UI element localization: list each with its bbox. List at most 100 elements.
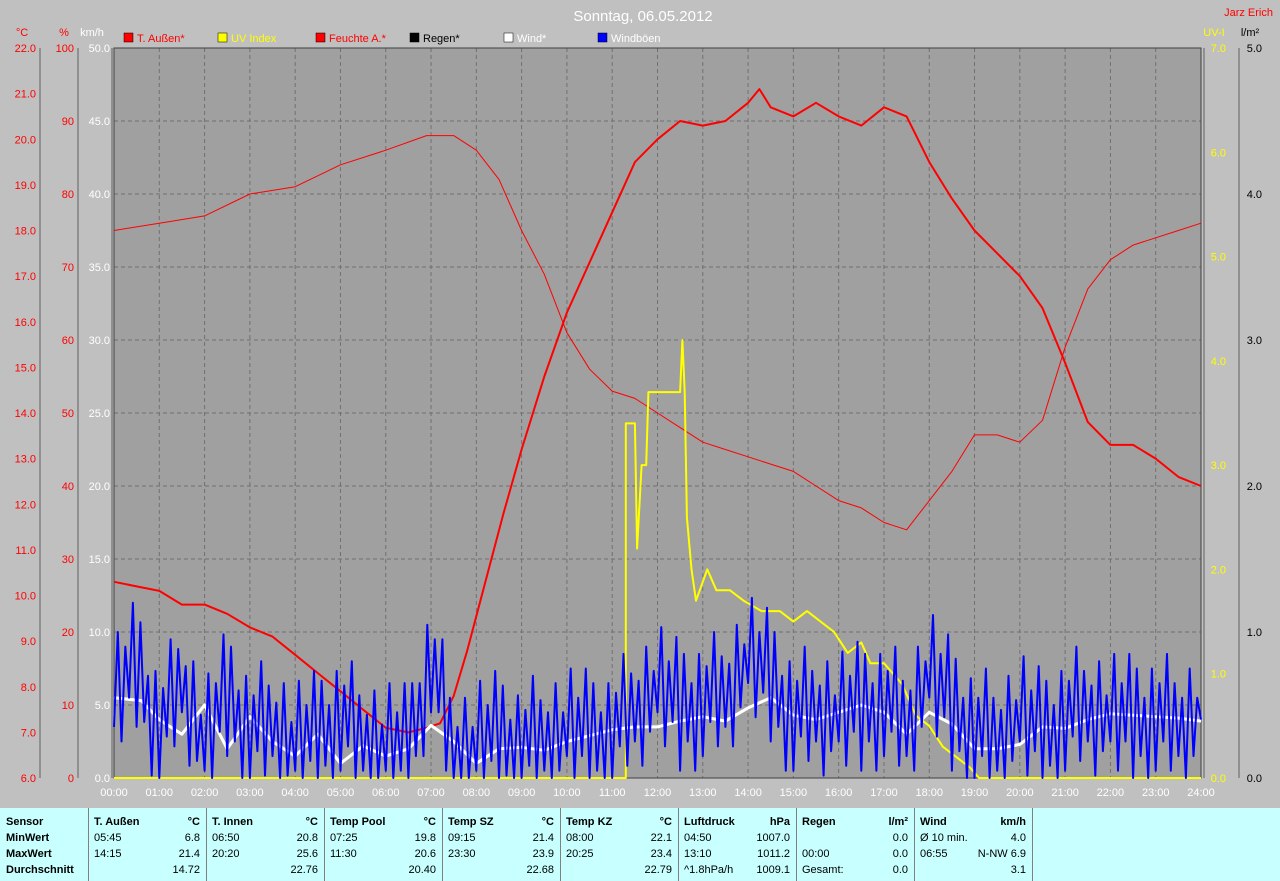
temp-tick-label: 22.0 — [15, 43, 36, 55]
x-tick-label: 18:00 — [915, 787, 943, 799]
stats-unit: °C — [305, 816, 318, 828]
rain-tick-label: 4.0 — [1247, 189, 1262, 201]
stats-unit: °C — [541, 816, 554, 828]
legend-swatch — [597, 32, 608, 43]
wind-tick-label: 30.0 — [89, 335, 110, 347]
uv-tick-label: 7.0 — [1211, 43, 1226, 55]
stats-value: 1009.1 — [756, 864, 790, 876]
stats-separator — [560, 808, 561, 881]
stats-time: 14:15 — [94, 848, 122, 860]
axes: 00:00 01:00 02:00 03:00 04:00 05:00 06:00 07:00… — [15, 27, 1262, 799]
hum-axis-unit: % — [59, 27, 69, 39]
x-tick-label: 09:00 — [508, 787, 536, 799]
stats-column: Luftdruck hPa 04:50 1007.0 13:10 1011.2 ^1.8hP… — [684, 808, 790, 881]
temp-tick-label: 10.0 — [15, 591, 36, 603]
weather-chart: Sonntag, 06.05.2012 Jarz Erich T. Außen*… — [15, 7, 1273, 799]
x-tick-label: 17:00 — [870, 787, 898, 799]
stats-value: 4.0 — [1010, 832, 1026, 844]
stats-header: Luftdruck — [684, 816, 735, 828]
stats-time: 07:25 — [330, 832, 358, 844]
rain-tick-label: 0.0 — [1247, 773, 1262, 785]
x-tick-label: 11:00 — [599, 787, 626, 799]
series-line-windb-en — [113, 596, 1202, 779]
row-labels: Sensor MinWert MaxWert Durchschnitt — [6, 808, 86, 881]
row-label-max: MaxWert — [6, 848, 52, 860]
stats-header: T. Außen — [94, 816, 140, 828]
stats-value: 25.6 — [296, 848, 318, 860]
hum-tick-label: 100 — [56, 43, 74, 55]
temp-tick-label: 7.0 — [21, 727, 36, 739]
stats-value: 23.4 — [650, 848, 672, 860]
hum-tick-label: 50 — [62, 408, 74, 420]
stats-value: 22.76 — [290, 864, 318, 876]
stats-header: Temp SZ — [448, 816, 494, 828]
uv-tick-label: 0.0 — [1211, 773, 1226, 785]
stats-time: 06:55 — [920, 848, 948, 860]
stats-value: 20.6 — [414, 848, 436, 860]
stats-unit: °C — [423, 816, 436, 828]
wind-tick-label: 20.0 — [89, 481, 110, 493]
stats-time: 20:20 — [212, 848, 240, 860]
temp-tick-label: 14.0 — [15, 408, 36, 420]
stats-column: Temp Pool °C 07:25 19.8 11:30 20.6 20.40 — [330, 808, 436, 881]
x-tick-label: 14:00 — [734, 787, 762, 799]
temp-axis-unit: °C — [16, 27, 28, 39]
temp-tick-label: 6.0 — [21, 773, 36, 785]
stats-time: 23:30 — [448, 848, 476, 860]
legend-label: Feuchte A.* — [329, 33, 387, 45]
temp-tick-label: 11.0 — [15, 545, 36, 557]
stats-value: 22.68 — [526, 864, 554, 876]
stats-unit: km/h — [1000, 816, 1026, 828]
stats-time: Gesamt: — [802, 864, 844, 876]
rain-tick-label: 5.0 — [1247, 43, 1262, 55]
temp-tick-label: 9.0 — [21, 636, 36, 648]
legend-label: Windböen — [611, 33, 661, 45]
stats-time: 04:50 — [684, 832, 712, 844]
legend-label: T. Außen* — [137, 33, 185, 45]
stats-value: 1011.2 — [757, 848, 790, 860]
series-line-t-au-en — [113, 88, 1202, 734]
rain-axis-unit: l/m² — [1241, 27, 1260, 39]
x-tick-label: 07:00 — [417, 787, 445, 799]
x-tick-label: 08:00 — [463, 787, 491, 799]
legend-swatch — [315, 32, 326, 43]
stats-value: 21.4 — [532, 832, 554, 844]
stats-separator — [206, 808, 207, 881]
stats-time: ^1.8hPa/h — [684, 864, 734, 876]
hum-tick-label: 0 — [68, 773, 74, 785]
legend-label: Regen* — [423, 33, 460, 45]
x-tick-label: 22:00 — [1097, 787, 1125, 799]
stats-separator — [796, 808, 797, 881]
x-tick-label: 16:00 — [825, 787, 853, 799]
x-tick-label: 10:00 — [553, 787, 581, 799]
stats-time: 00:00 — [802, 848, 830, 860]
row-label-avg: Durchschnitt — [6, 864, 74, 876]
plot-frame — [113, 47, 1202, 779]
stats-header: Wind — [920, 816, 947, 828]
temp-tick-label: 16.0 — [15, 317, 36, 329]
stats-time: 20:25 — [566, 848, 594, 860]
stats-separator — [324, 808, 325, 881]
legend-swatch — [217, 32, 228, 43]
wind-axis-unit: km/h — [80, 27, 104, 39]
wind-tick-label: 10.0 — [89, 627, 110, 639]
x-tick-label: 03:00 — [236, 787, 264, 799]
wind-tick-label: 0.0 — [95, 773, 110, 785]
plot-area — [113, 47, 1202, 779]
author-label: Jarz Erich — [1224, 7, 1273, 19]
stats-value: 0.0 — [892, 848, 908, 860]
hum-tick-label: 90 — [62, 116, 74, 128]
x-tick-label: 13:00 — [689, 787, 717, 799]
temp-tick-label: 17.0 — [15, 271, 36, 283]
uv-tick-label: 1.0 — [1211, 669, 1226, 681]
temp-tick-label: 19.0 — [15, 180, 36, 192]
legend-swatch — [409, 32, 420, 43]
stats-value: 0.0 — [892, 832, 908, 844]
temp-tick-label: 8.0 — [21, 682, 36, 694]
row-label-sensor: Sensor — [6, 816, 44, 828]
hum-tick-label: 40 — [62, 481, 74, 493]
stats-separator — [88, 808, 89, 881]
stats-column: Regen l/m² 0.0 00:00 0.0 Gesamt: 0.0 — [802, 808, 908, 881]
temp-tick-label: 20.0 — [15, 134, 36, 146]
uv-axis-unit: UV-I — [1203, 27, 1224, 39]
